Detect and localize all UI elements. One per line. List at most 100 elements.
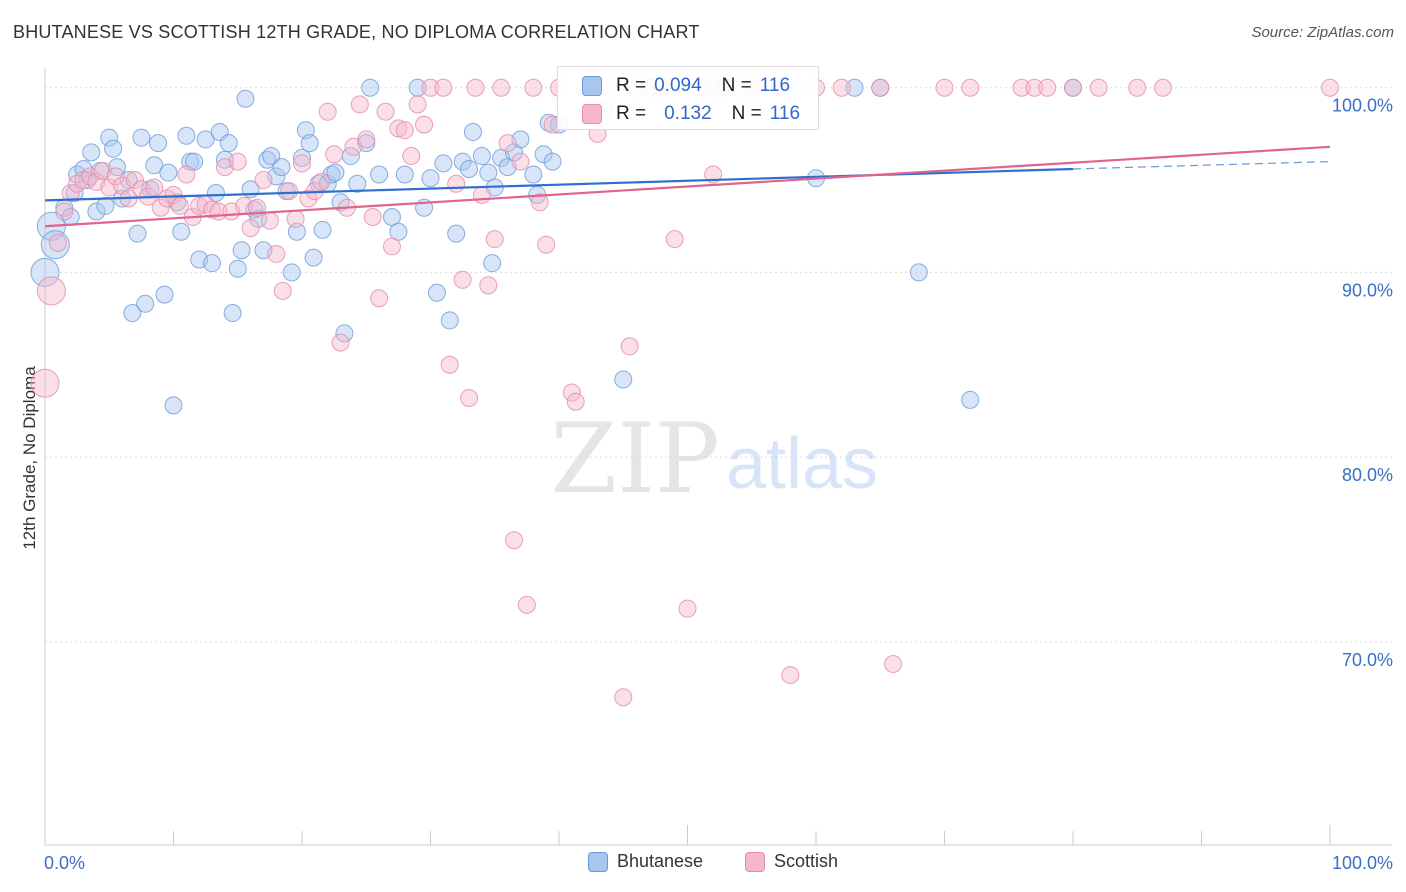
- bhutanese-point: [282, 263, 301, 282]
- scottish-swatch: [582, 104, 602, 124]
- scottish-point: [1089, 78, 1108, 97]
- bhutanese-point: [293, 148, 311, 167]
- bhutanese-point: [543, 152, 562, 171]
- legend-item-scottish[interactable]: Scottish: [745, 851, 838, 872]
- watermark-zip: ZIP: [550, 403, 719, 515]
- scottish-point: [479, 276, 498, 295]
- scottish-point: [389, 119, 408, 138]
- bhutanese-point: [132, 128, 151, 147]
- scottish-trend-line: [44, 145, 1331, 228]
- scottish-point: [48, 233, 67, 252]
- bhutanese-point: [287, 222, 306, 241]
- scottish-point: [164, 185, 183, 204]
- bhutanese-point: [136, 294, 155, 313]
- scottish-point: [517, 595, 536, 614]
- bhutanese-point: [440, 311, 459, 330]
- scottish-point: [832, 78, 851, 97]
- bhutanese-point: [164, 396, 183, 415]
- bhutanese-point: [155, 285, 174, 304]
- scottish-point: [318, 102, 337, 121]
- scottish-point: [492, 78, 511, 97]
- scottish-point: [472, 185, 491, 204]
- scottish-point: [408, 95, 427, 114]
- scottish-point: [1153, 78, 1172, 97]
- r-value: 0.132: [664, 103, 712, 124]
- scottish-point: [440, 355, 459, 374]
- bhutanese-point: [100, 128, 119, 147]
- scottish-point: [106, 167, 125, 186]
- scottish-point: [273, 281, 292, 300]
- bhutanese-point: [30, 257, 60, 287]
- bhutanese-trend-line: [44, 167, 1074, 202]
- scottish-point: [505, 531, 524, 550]
- scottish-points: [30, 78, 1339, 707]
- scottish-point: [1038, 78, 1057, 97]
- bhutanese-point: [196, 130, 215, 149]
- n-value: 116: [759, 75, 791, 96]
- y-tick-labels: 70.0% 80.0% 90.0% 100.0%: [1332, 96, 1393, 670]
- scottish-point: [453, 270, 472, 289]
- bhutanese-point: [128, 224, 147, 243]
- r-value: 0.094: [654, 75, 702, 96]
- scottish-point: [421, 78, 440, 97]
- scottish-point: [254, 171, 273, 190]
- scottish-point: [415, 115, 434, 134]
- bhutanese-point: [534, 145, 553, 164]
- scottish-point: [485, 230, 504, 249]
- scottish-point: [498, 134, 517, 153]
- bhutanese-trend-extension: [1072, 160, 1331, 170]
- bhutanese-point: [232, 241, 251, 260]
- scottish-point: [203, 200, 222, 219]
- stats-row-scottish: R = 0.132 N = 116: [582, 103, 800, 125]
- scottish-point: [363, 208, 382, 226]
- bhutanese-point: [395, 165, 414, 184]
- legend-item-bhutanese[interactable]: Bhutanese: [588, 851, 703, 872]
- bhutanese-point: [219, 134, 238, 153]
- bhutanese-point: [40, 230, 70, 260]
- legend-swatch-bhutanese: [588, 851, 608, 872]
- n-value: 116: [769, 103, 801, 124]
- stats-row-bhutanese: R = 0.094 N = 116: [582, 75, 790, 97]
- x-tick-label: 0.0%: [44, 853, 85, 873]
- bhutanese-point: [149, 134, 168, 153]
- scottish-point: [280, 182, 299, 201]
- scottish-point: [350, 95, 369, 114]
- scottish-point: [299, 189, 318, 208]
- scottish-point: [871, 78, 890, 97]
- scottish-point: [376, 102, 395, 121]
- scottish-point: [620, 337, 639, 356]
- bhutanese-point: [304, 248, 323, 267]
- bhutanese-point: [262, 147, 281, 166]
- scottish-point: [781, 666, 800, 685]
- scottish-point: [884, 654, 903, 673]
- bhutanese-point: [159, 163, 178, 182]
- scottish-point: [665, 230, 684, 249]
- legend-label-bhutanese: Bhutanese: [617, 851, 704, 871]
- bhutanese-point: [335, 324, 354, 343]
- bhutanese-point: [228, 259, 247, 278]
- trend-lines: [44, 145, 1331, 228]
- scottish-point: [325, 145, 344, 164]
- scottish-point: [1025, 78, 1044, 97]
- y-tick-label: 80.0%: [1342, 465, 1393, 485]
- bhutanese-point: [172, 222, 191, 241]
- bhutanese-point: [453, 152, 472, 171]
- bhutanese-point: [361, 78, 380, 97]
- bhutanese-point: [909, 263, 928, 282]
- legend-swatch-scottish: [745, 851, 765, 872]
- scottish-point: [434, 78, 453, 97]
- bhutanese-point: [370, 165, 389, 184]
- bhutanese-point: [326, 163, 345, 182]
- stats-legend: R = 0.094 N = 116 R = 0.132 N = 116: [557, 66, 819, 130]
- scottish-point: [241, 219, 260, 238]
- bhutanese-point: [463, 123, 482, 142]
- scottish-point: [177, 165, 196, 184]
- scottish-point: [460, 389, 479, 408]
- bhutanese-point: [87, 202, 106, 221]
- scottish-point: [395, 121, 414, 140]
- r-label: R =: [616, 103, 647, 124]
- scottish-point: [1064, 78, 1082, 97]
- bhutanese-point: [447, 224, 466, 243]
- scottish-point: [1321, 78, 1339, 97]
- bhutanese-point: [177, 126, 196, 145]
